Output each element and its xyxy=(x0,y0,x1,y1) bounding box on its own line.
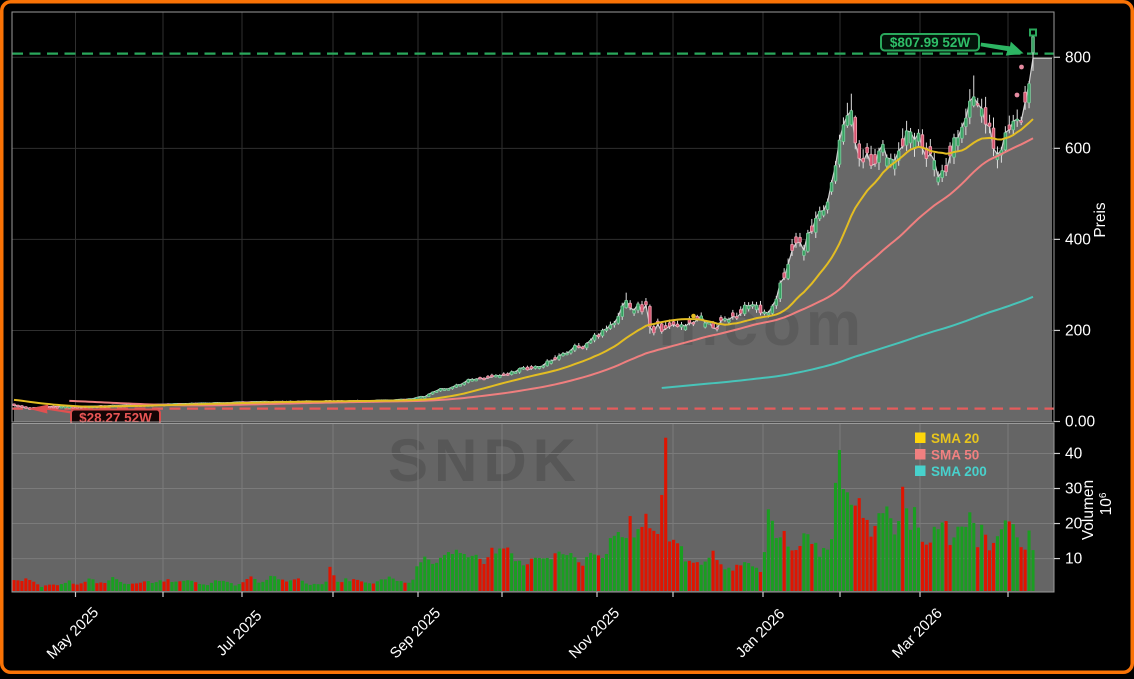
svg-text:10: 10 xyxy=(1065,551,1083,568)
svg-text:Preis: Preis xyxy=(1092,202,1109,238)
svg-text:SMA 200: SMA 200 xyxy=(931,464,987,479)
svg-text:SNDK: SNDK xyxy=(388,427,582,494)
svg-text:$807.99 52W: $807.99 52W xyxy=(890,35,971,50)
svg-text:800: 800 xyxy=(1065,49,1091,66)
svg-text:600: 600 xyxy=(1065,140,1091,157)
svg-text:SMA 20: SMA 20 xyxy=(931,431,979,446)
svg-text:30: 30 xyxy=(1065,481,1083,498)
svg-text:40: 40 xyxy=(1065,445,1083,462)
svg-text:200: 200 xyxy=(1065,322,1091,339)
svg-text:SMA 50: SMA 50 xyxy=(931,447,979,462)
svg-text:0.00: 0.00 xyxy=(1065,414,1096,431)
svg-text:400: 400 xyxy=(1065,231,1091,248)
svg-text:Volumen: Volumen xyxy=(1080,480,1097,540)
svg-text:20: 20 xyxy=(1065,516,1083,533)
